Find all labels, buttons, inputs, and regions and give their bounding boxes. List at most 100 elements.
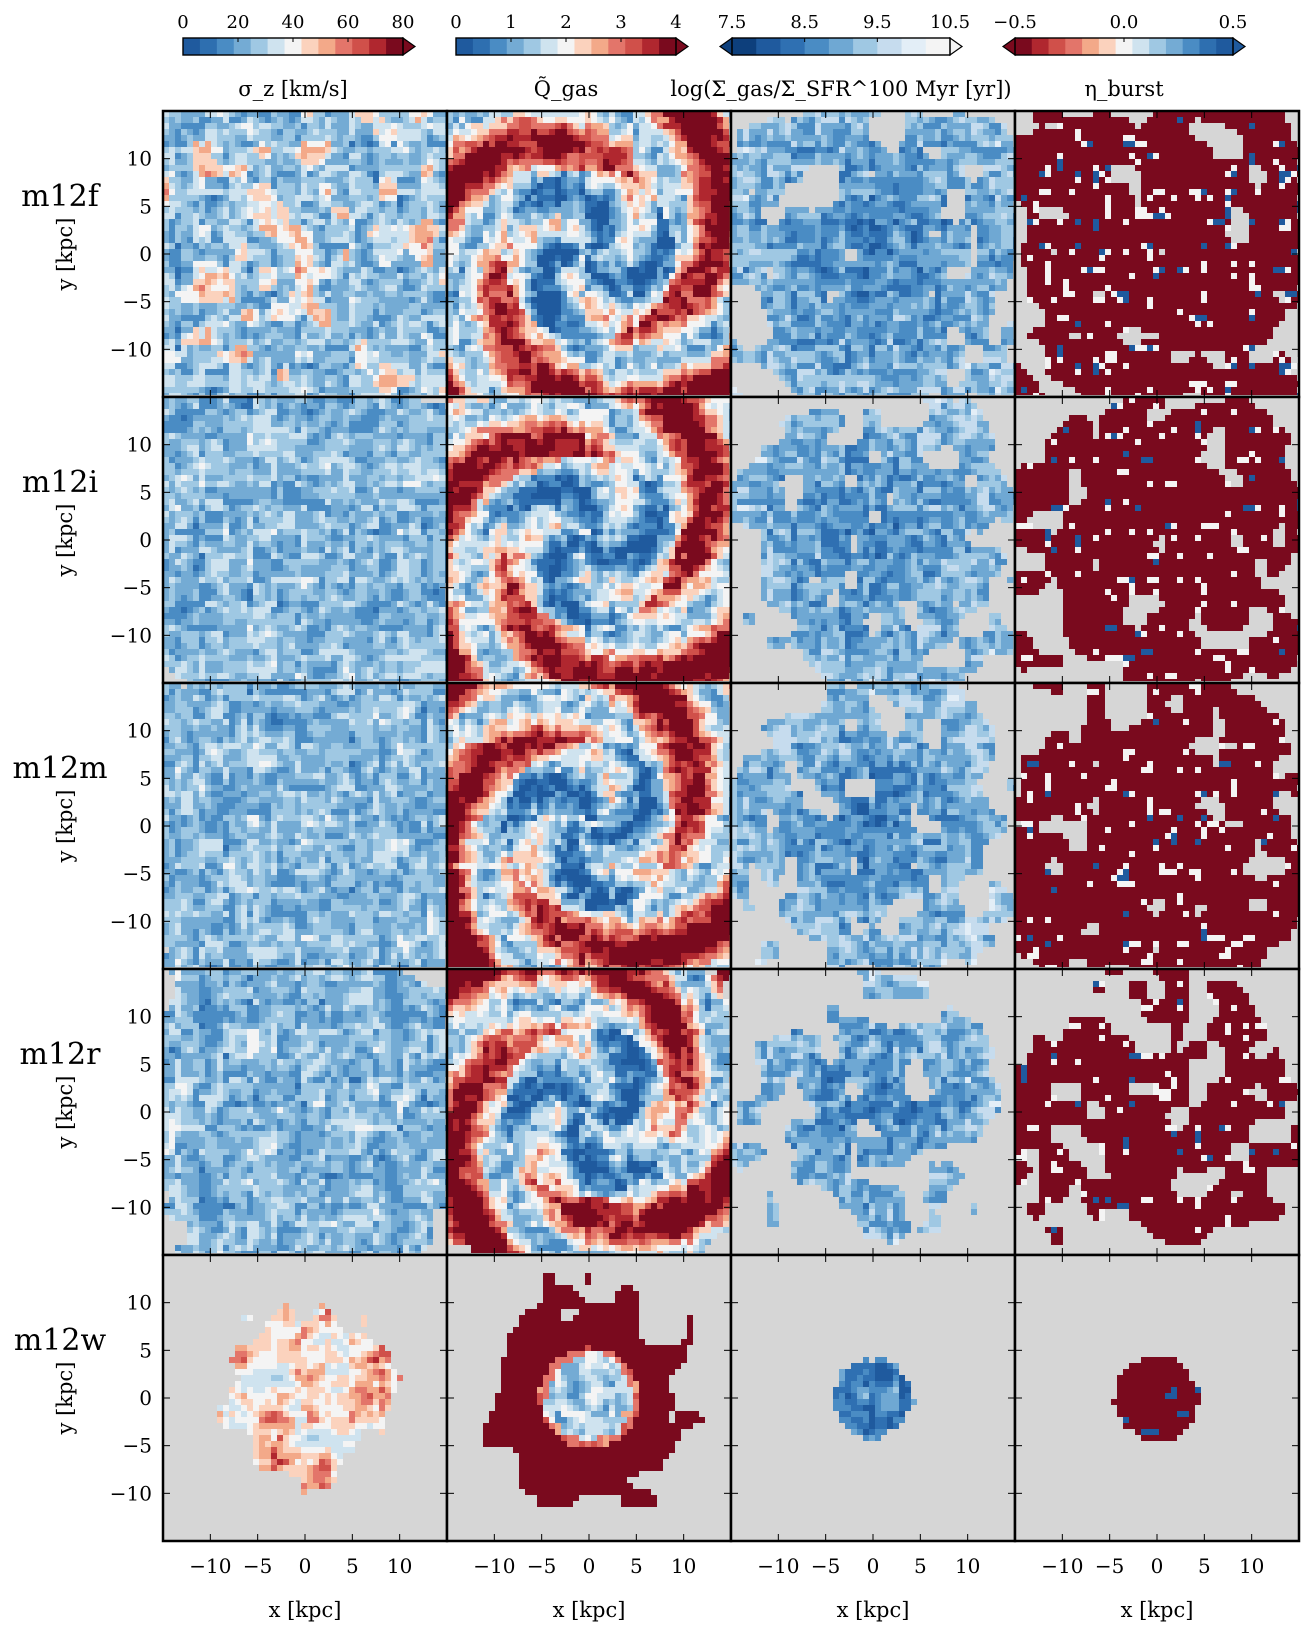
map-pixel bbox=[471, 123, 477, 129]
map-pixel bbox=[307, 291, 313, 297]
map-pixel bbox=[815, 117, 821, 123]
map-pixel bbox=[651, 285, 657, 291]
map-pixel bbox=[965, 123, 971, 129]
map-pixel bbox=[265, 249, 271, 255]
map-pixel bbox=[561, 381, 567, 387]
map-pixel bbox=[501, 195, 507, 201]
map-pixel bbox=[211, 381, 217, 387]
map-pixel bbox=[573, 267, 579, 273]
map-pixel bbox=[409, 339, 415, 345]
map-pixel bbox=[373, 393, 379, 395]
map-pixel bbox=[175, 255, 181, 261]
map-pixel bbox=[403, 321, 409, 327]
colorbar-tick-label: 1 bbox=[505, 12, 516, 33]
map-pixel bbox=[609, 123, 615, 129]
map-pixel bbox=[705, 381, 711, 387]
map-pixel bbox=[331, 123, 337, 129]
map-pixel bbox=[591, 261, 597, 267]
map-pixel bbox=[331, 111, 337, 117]
map-pixel bbox=[699, 279, 705, 285]
map-pixel bbox=[349, 147, 355, 153]
map-pixel bbox=[211, 165, 217, 171]
map-pixel bbox=[391, 123, 397, 129]
map-pixel bbox=[525, 195, 531, 201]
map-pixel bbox=[669, 189, 675, 195]
map-pixel bbox=[403, 339, 409, 345]
map-pixel bbox=[561, 261, 567, 267]
map-pixel bbox=[223, 351, 229, 357]
map-pixel bbox=[507, 309, 513, 315]
map-pixel bbox=[187, 237, 193, 243]
map-pixel bbox=[555, 387, 561, 393]
map-pixel bbox=[657, 273, 663, 279]
map-pixel bbox=[723, 297, 729, 303]
colorbar-segment bbox=[250, 38, 269, 55]
colorbar-segment bbox=[780, 38, 806, 55]
map-pixel bbox=[681, 171, 687, 177]
map-pixel bbox=[537, 393, 543, 395]
map-pixel bbox=[567, 213, 573, 219]
map-pixel bbox=[325, 357, 331, 363]
map-pixel bbox=[169, 381, 175, 387]
map-pixel bbox=[711, 159, 717, 165]
map-pixel bbox=[421, 333, 427, 339]
map-pixel bbox=[561, 219, 567, 225]
map-pixel bbox=[325, 231, 331, 237]
map-pixel bbox=[223, 333, 229, 339]
map-pixel bbox=[549, 117, 555, 123]
map-pixel bbox=[229, 279, 235, 285]
map-pixel bbox=[439, 189, 445, 195]
map-pixel bbox=[561, 129, 567, 135]
map-pixel bbox=[301, 159, 307, 165]
map-pixel bbox=[621, 339, 627, 345]
map-pixel bbox=[537, 315, 543, 321]
map-pixel bbox=[995, 129, 1001, 135]
map-pixel bbox=[717, 123, 723, 129]
map-pixel bbox=[283, 363, 289, 369]
map-pixel bbox=[361, 195, 367, 201]
map-pixel bbox=[857, 141, 863, 147]
map-pixel bbox=[289, 129, 295, 135]
panel-map bbox=[731, 111, 1015, 395]
map-pixel bbox=[397, 363, 403, 369]
map-pixel bbox=[519, 351, 525, 357]
map-pixel bbox=[319, 189, 325, 195]
map-pixel bbox=[723, 315, 729, 321]
map-pixel bbox=[331, 333, 337, 339]
map-pixel bbox=[415, 207, 421, 213]
map-pixel bbox=[259, 387, 265, 393]
map-pixel bbox=[325, 303, 331, 309]
map-pixel bbox=[561, 291, 567, 297]
map-pixel bbox=[573, 375, 579, 381]
colorbar-segment bbox=[523, 38, 542, 55]
map-pixel bbox=[217, 267, 223, 273]
map-pixel bbox=[669, 375, 675, 381]
colorbar-tick-label: 0 bbox=[177, 12, 188, 33]
map-pixel bbox=[495, 135, 501, 141]
map-pixel bbox=[277, 195, 283, 201]
map-pixel bbox=[349, 141, 355, 147]
map-pixel bbox=[507, 333, 513, 339]
map-pixel bbox=[579, 171, 585, 177]
map-pixel bbox=[325, 237, 331, 243]
map-pixel bbox=[295, 387, 301, 393]
map-pixel bbox=[675, 129, 681, 135]
map-pixel bbox=[561, 369, 567, 375]
map-pixel bbox=[453, 147, 459, 153]
map-pixel bbox=[839, 135, 845, 141]
map-pixel bbox=[471, 243, 477, 249]
map-pixel bbox=[427, 255, 433, 261]
map-pixel bbox=[821, 147, 827, 153]
map-pixel bbox=[851, 117, 857, 123]
map-pixel bbox=[621, 285, 627, 291]
map-pixel bbox=[163, 249, 169, 255]
map-pixel bbox=[477, 339, 483, 345]
map-pixel bbox=[633, 327, 639, 333]
map-pixel bbox=[259, 351, 265, 357]
map-pixel bbox=[447, 345, 453, 351]
map-pixel bbox=[403, 327, 409, 333]
map-pixel bbox=[193, 267, 199, 273]
map-pixel bbox=[385, 147, 391, 153]
map-pixel bbox=[373, 309, 379, 315]
map-pixel bbox=[507, 243, 513, 249]
